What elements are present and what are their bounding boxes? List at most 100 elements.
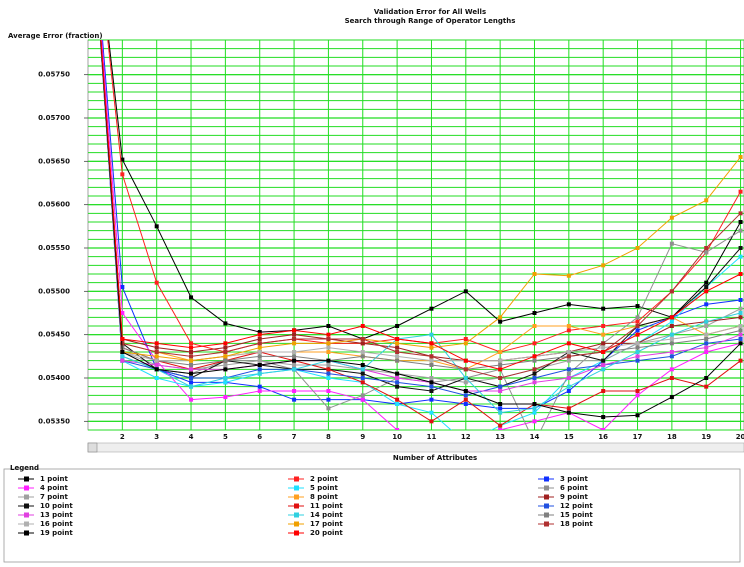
data-point <box>429 358 434 363</box>
data-point <box>532 410 537 415</box>
data-point <box>223 376 228 380</box>
data-point <box>669 395 674 400</box>
data-point <box>292 354 297 359</box>
data-point <box>189 295 194 300</box>
data-point <box>257 330 262 335</box>
data-point <box>635 315 640 320</box>
data-point <box>704 332 709 337</box>
legend-swatch <box>544 494 549 500</box>
data-point <box>704 341 709 346</box>
data-point <box>463 376 468 380</box>
data-point <box>532 272 537 276</box>
legend-label: 14 point <box>310 511 343 519</box>
data-point <box>532 406 537 411</box>
legend-swatch <box>294 512 299 518</box>
data-point <box>154 224 159 229</box>
data-point <box>566 354 571 359</box>
legend-label: 18 point <box>560 520 593 528</box>
data-point <box>601 389 606 393</box>
scrollbar-thumb[interactable] <box>87 442 98 453</box>
data-point <box>566 371 571 376</box>
data-point <box>395 354 400 359</box>
data-point <box>566 273 571 278</box>
data-point <box>360 371 365 376</box>
data-point <box>498 367 503 372</box>
data-point <box>429 419 434 424</box>
data-point <box>154 354 159 359</box>
data-point <box>463 341 468 346</box>
data-point <box>601 345 606 350</box>
series-line <box>100 40 741 392</box>
data-point <box>463 393 468 398</box>
y-tick-label: 0.05350 <box>38 417 70 425</box>
data-point <box>429 306 434 311</box>
data-point <box>395 341 400 346</box>
data-point <box>292 389 297 393</box>
data-point <box>257 371 262 376</box>
legend-swatch <box>24 485 29 491</box>
data-point <box>738 246 743 250</box>
legend-swatch <box>544 476 549 482</box>
scrollbar[interactable] <box>87 442 744 453</box>
series-line <box>100 40 741 362</box>
data-point <box>257 363 262 367</box>
data-point <box>292 363 297 367</box>
data-point <box>223 363 228 367</box>
data-point <box>120 285 125 289</box>
data-point <box>326 397 331 402</box>
data-point <box>326 363 331 367</box>
data-point <box>704 376 709 380</box>
data-point <box>326 324 331 328</box>
data-point <box>360 376 365 380</box>
data-point <box>189 380 194 385</box>
legend-label: 8 point <box>310 493 339 501</box>
series-line <box>100 40 741 370</box>
data-point <box>223 350 228 354</box>
data-point <box>223 341 228 346</box>
data-point <box>120 350 125 354</box>
legend-label: 19 point <box>40 529 73 537</box>
x-tick-label: 17 <box>633 433 643 441</box>
data-point <box>669 241 674 246</box>
legend-swatch <box>24 494 29 500</box>
data-point <box>463 337 468 341</box>
data-point <box>292 328 297 333</box>
data-point <box>738 337 743 341</box>
data-point <box>395 324 400 328</box>
data-point <box>189 371 194 376</box>
data-point <box>704 324 709 328</box>
data-point <box>292 367 297 372</box>
data-point <box>635 328 640 333</box>
series-line <box>100 40 741 370</box>
data-point <box>429 363 434 367</box>
data-point <box>669 337 674 341</box>
data-point <box>532 402 537 406</box>
data-point <box>463 389 468 393</box>
legend-swatch <box>294 530 299 536</box>
data-point <box>738 341 743 346</box>
data-point <box>395 376 400 380</box>
data-point <box>498 363 503 367</box>
data-point <box>601 358 606 363</box>
y-tick-label: 0.05650 <box>38 157 70 165</box>
data-point <box>669 367 674 372</box>
data-point <box>154 280 159 285</box>
data-point <box>704 285 709 289</box>
data-point <box>257 384 262 389</box>
legend-label: 3 point <box>560 475 589 483</box>
data-point <box>326 367 331 372</box>
x-tick-label: 2 <box>120 433 125 441</box>
series-line <box>99 40 741 392</box>
series-line <box>100 40 741 383</box>
legend-title: Legend <box>10 464 39 472</box>
data-point <box>292 332 297 337</box>
data-point <box>326 406 331 411</box>
data-point <box>566 384 571 389</box>
data-point <box>738 211 743 216</box>
data-point <box>360 397 365 402</box>
data-point <box>429 380 434 385</box>
legend-swatch <box>544 512 549 518</box>
series-line <box>99 40 741 396</box>
